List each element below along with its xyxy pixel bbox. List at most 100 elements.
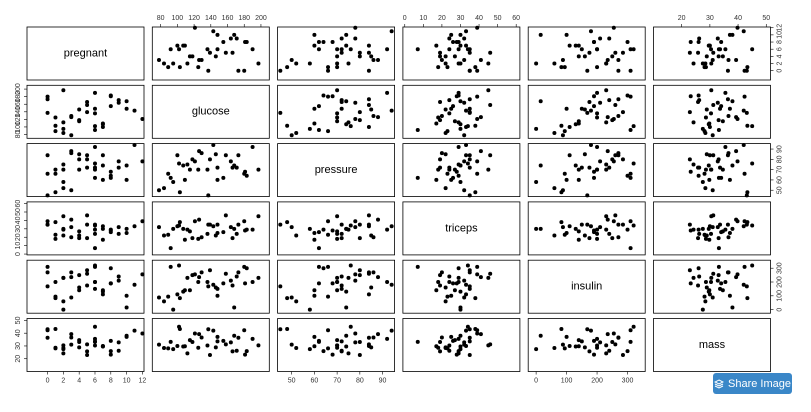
point — [559, 65, 564, 70]
x-tick-label: 8 — [109, 377, 113, 384]
point — [576, 237, 581, 242]
point — [462, 159, 467, 164]
point — [454, 94, 459, 99]
point — [166, 294, 171, 299]
point — [312, 106, 317, 111]
point — [716, 127, 721, 132]
point — [567, 153, 572, 158]
x-tick-label: 2 — [61, 377, 65, 384]
point — [704, 152, 709, 157]
point — [192, 331, 197, 336]
point — [230, 283, 235, 288]
point — [439, 335, 444, 340]
point — [723, 144, 728, 149]
point — [162, 346, 166, 351]
point — [560, 342, 565, 347]
point — [215, 222, 220, 227]
point — [45, 153, 50, 158]
point — [206, 284, 211, 289]
point — [703, 115, 708, 120]
point — [85, 213, 90, 218]
point — [385, 47, 390, 52]
point — [716, 175, 721, 180]
point — [228, 278, 233, 283]
point — [45, 264, 50, 269]
point — [587, 165, 592, 170]
point — [223, 271, 228, 276]
point — [223, 342, 228, 347]
point — [92, 286, 97, 291]
point — [449, 177, 454, 182]
point — [321, 40, 326, 45]
point — [447, 36, 452, 41]
x-tick-label: 0 — [534, 377, 538, 384]
y-tick-label: 20 — [15, 355, 22, 363]
point — [579, 222, 584, 227]
point — [326, 264, 331, 269]
point — [326, 68, 331, 73]
point — [691, 61, 696, 66]
point — [335, 65, 340, 70]
point — [562, 65, 567, 70]
point — [711, 153, 716, 158]
point — [742, 219, 747, 224]
share-button[interactable]: Share Image — [713, 373, 792, 394]
point — [567, 343, 572, 348]
point — [595, 111, 600, 116]
point — [307, 347, 312, 352]
point — [45, 270, 50, 275]
point — [213, 345, 218, 350]
point — [140, 331, 145, 336]
point — [697, 165, 702, 170]
point — [53, 220, 58, 225]
point — [45, 97, 50, 102]
point — [230, 236, 235, 241]
point — [473, 296, 478, 301]
point — [61, 179, 66, 184]
point — [465, 124, 470, 129]
point — [592, 352, 597, 357]
point — [730, 305, 735, 310]
point — [625, 40, 630, 45]
panel — [402, 318, 521, 372]
panel — [151, 143, 270, 198]
point — [436, 280, 441, 285]
point — [604, 167, 609, 172]
point — [213, 152, 218, 157]
point — [124, 177, 129, 182]
point — [443, 186, 448, 191]
point — [353, 25, 358, 30]
point — [710, 295, 715, 300]
point — [707, 224, 712, 229]
point — [140, 272, 145, 277]
point — [443, 299, 448, 304]
point — [582, 233, 587, 238]
point — [92, 231, 97, 236]
point — [447, 111, 452, 116]
point — [445, 65, 450, 70]
y-tick-label: 50 — [15, 316, 22, 324]
point — [715, 100, 720, 105]
point — [366, 124, 371, 129]
point — [625, 349, 630, 354]
point — [456, 336, 461, 341]
point — [607, 36, 612, 41]
point — [92, 161, 97, 166]
y-tick-label: 30 — [15, 342, 22, 350]
y-tick-label: 50 — [15, 208, 22, 216]
point — [447, 343, 452, 348]
point — [100, 163, 105, 168]
point — [711, 213, 716, 218]
point — [116, 159, 121, 164]
point — [620, 50, 625, 55]
point — [181, 163, 186, 168]
point — [456, 47, 461, 52]
point — [168, 246, 173, 251]
point — [242, 68, 247, 73]
point — [744, 110, 749, 115]
point — [488, 102, 493, 107]
point — [185, 275, 190, 280]
point — [389, 282, 394, 287]
point — [344, 99, 349, 104]
